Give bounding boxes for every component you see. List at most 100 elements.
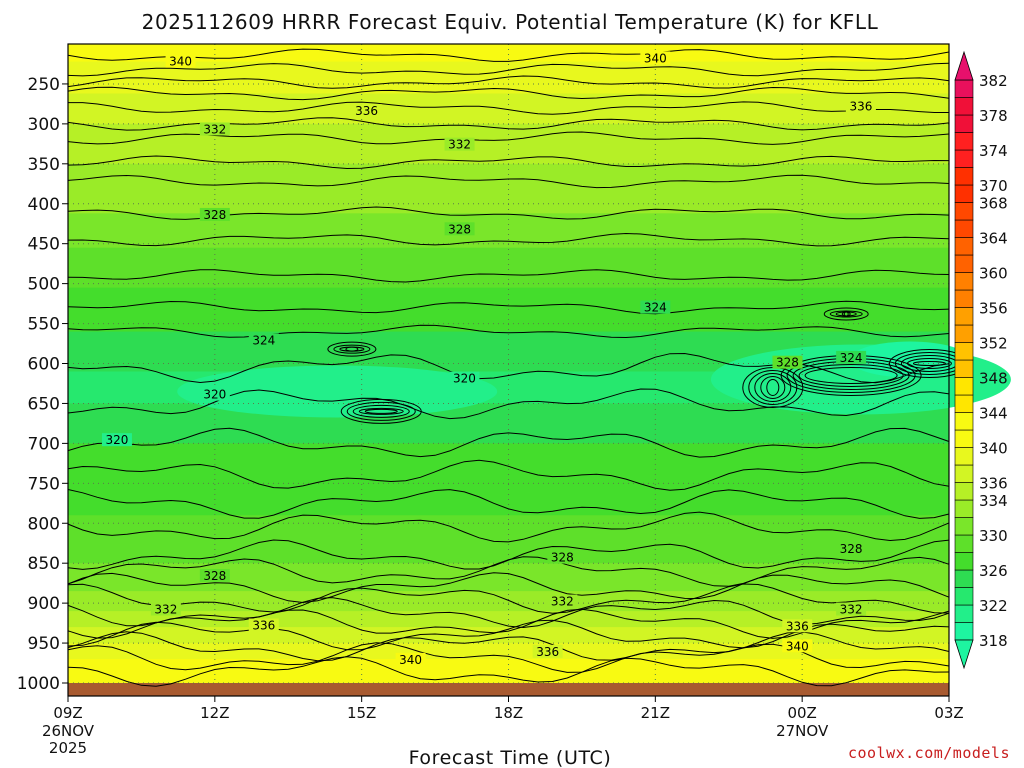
x-tick-label-03Z: 03Z	[934, 704, 963, 722]
colorbar-segment-376	[954, 114, 974, 133]
contour-line-1	[67, 62, 950, 77]
contour-line-11	[67, 269, 950, 283]
colorbar-segment-318	[954, 622, 974, 641]
contour-ring-4-0	[327, 341, 377, 357]
y-tick-label-500: 500	[28, 275, 60, 295]
x-tick-sub2-09Z: 2025	[49, 739, 87, 757]
colorbar-segment-320	[954, 604, 974, 623]
colorbar-label-334: 334	[979, 492, 1008, 510]
fill-band-4	[68, 163, 949, 214]
contour-ring-0-2	[352, 404, 410, 418]
colorbar-label-356: 356	[979, 300, 1008, 318]
contour-line-0	[67, 48, 950, 62]
y-tick-label-600: 600	[28, 355, 60, 375]
contour-label-bg-13	[772, 355, 803, 369]
colorbar-label-374: 374	[979, 142, 1008, 160]
contour-label-bg-8	[640, 300, 671, 314]
contour-line-15	[67, 388, 950, 420]
contour-labels: 340 340 336 336 332 332 328 328 324 324 320 320 320 3…	[101, 51, 876, 667]
x-tick-label-09Z: 09Z	[53, 704, 82, 722]
contour-ring-5-1	[829, 310, 863, 318]
contour-label-bg-15	[199, 568, 230, 582]
gridlines	[67, 44, 950, 684]
x-tick-sub1-00Z: 27NOV	[776, 722, 829, 740]
contour-label-18: 332	[154, 603, 177, 617]
colorbar-segment-372	[954, 149, 974, 168]
colorbar-segment-338	[954, 447, 974, 466]
contour-label-16: 328	[551, 551, 574, 565]
contour-line-17	[67, 459, 950, 491]
credit-text: coolwx.com/models	[847, 744, 1010, 762]
fill-band-14	[68, 591, 949, 612]
contour-ring-4-1	[333, 344, 371, 354]
colorbar-segment-354	[954, 307, 974, 326]
colorbar-label-378: 378	[979, 107, 1008, 125]
x-tick-label-18Z: 18Z	[494, 704, 523, 722]
contour-line-7	[67, 155, 950, 170]
chart-title: 2025112609 HRRR Forecast Equiv. Potentia…	[142, 10, 879, 34]
colorbar-label-364: 364	[979, 230, 1008, 248]
y-tick-label-350: 350	[28, 155, 60, 175]
colorbar-segment-342	[954, 412, 974, 431]
y-tick-label-700: 700	[28, 434, 60, 454]
colorbar-segment-378	[954, 97, 974, 116]
contour-label-8: 324	[644, 301, 667, 315]
contour-label-bg-10	[199, 387, 230, 401]
contour-label-12: 320	[105, 433, 128, 447]
contour-label-21: 336	[252, 618, 275, 632]
contour-label-bg-18	[150, 602, 181, 616]
contour-line-21	[67, 556, 950, 587]
colorbar-label-348: 348	[979, 370, 1008, 388]
colorbar-segment-360	[954, 254, 974, 273]
colorbar-segment-370	[954, 167, 974, 186]
ground-strip	[68, 683, 949, 696]
fill-band-0	[68, 44, 949, 63]
contour-label-bg-17	[836, 541, 867, 555]
contour-line-2	[67, 75, 950, 89]
contour-line-16	[67, 427, 950, 458]
colorbar-segment-366	[954, 202, 974, 221]
contour-label-bg-20	[836, 602, 867, 616]
contour-label-bg-25	[782, 639, 813, 653]
colorbar-segment-322	[954, 587, 974, 606]
contour-ring-3-3	[906, 358, 952, 369]
contour-ring-0-0	[340, 398, 422, 424]
contour-label-23: 336	[786, 619, 809, 633]
colorbar-label-368: 368	[979, 195, 1008, 213]
axes: 250 300 350 400 450 500 550 600 650 700 750 800 850 9…	[17, 43, 964, 757]
colorbar-label-330: 330	[979, 527, 1008, 545]
fill-band-6	[68, 247, 949, 289]
colorbar-segment-330	[954, 517, 974, 536]
y-tick-label-900: 900	[28, 594, 60, 614]
colorbar-segment-344	[954, 394, 974, 413]
contour-label-0: 340	[169, 55, 192, 69]
contour-line-22	[67, 572, 950, 604]
contour-label-15: 328	[203, 569, 226, 583]
contour-label-3: 336	[849, 99, 872, 113]
contour-ring-5-0	[823, 307, 869, 321]
colorbar-segment-328	[954, 534, 974, 553]
colorbar-segment-348	[954, 359, 974, 378]
contour-label-bg-5	[444, 137, 475, 151]
contour-label-bg-24	[395, 652, 426, 666]
contour-label-11: 320	[453, 372, 476, 386]
contour-line-29	[67, 656, 950, 687]
contour-ring-3-4	[912, 361, 946, 366]
x-tick-label-21Z: 21Z	[641, 704, 670, 722]
y-tick-label-550: 550	[28, 315, 60, 335]
colorbar-segment-362	[954, 237, 974, 256]
colorbar-label-382: 382	[979, 72, 1008, 90]
colorbar-label-352: 352	[979, 335, 1008, 353]
colorbar-segment-368	[954, 184, 974, 203]
contour-line-13	[67, 324, 950, 339]
contour-label-bg-9	[248, 333, 279, 347]
contour-label-bg-19	[547, 594, 578, 608]
colorbar-top-arrow	[954, 50, 974, 81]
contour-label-bg-1	[640, 51, 671, 65]
y-tick-label-300: 300	[28, 115, 60, 135]
colorbar-segment-326	[954, 552, 974, 571]
colorbar: 3823783743703683643603563523483443403363…	[954, 50, 1008, 670]
contour-label-bg-23	[782, 619, 813, 633]
y-tick-label-400: 400	[28, 195, 60, 215]
